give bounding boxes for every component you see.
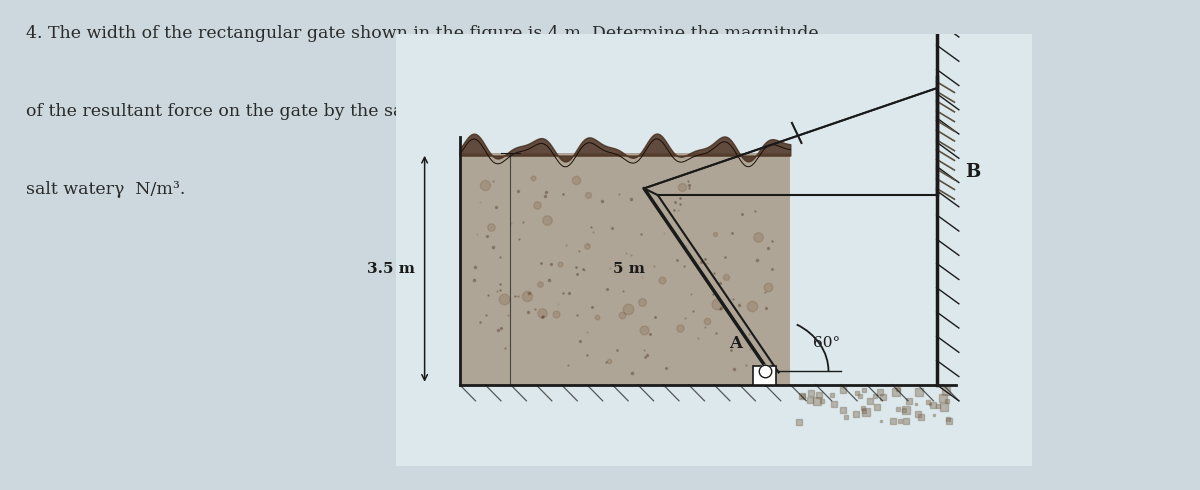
FancyBboxPatch shape (396, 34, 1032, 465)
Text: 3.5 m: 3.5 m (367, 262, 415, 276)
Text: salt waterγ  N/m³.: salt waterγ N/m³. (26, 181, 186, 198)
Text: 5 m: 5 m (613, 262, 646, 276)
Text: of the resultant force on the gate by the salt water. Assume the weight density : of the resultant force on the gate by th… (26, 103, 775, 120)
Text: 60°: 60° (812, 336, 840, 350)
FancyBboxPatch shape (754, 366, 776, 385)
Text: 4. The width of the rectangular gate shown in the figure is 4 m. Determine the m: 4. The width of the rectangular gate sho… (26, 24, 820, 42)
Text: B: B (965, 163, 980, 181)
Polygon shape (460, 153, 791, 385)
Text: A: A (730, 335, 743, 352)
